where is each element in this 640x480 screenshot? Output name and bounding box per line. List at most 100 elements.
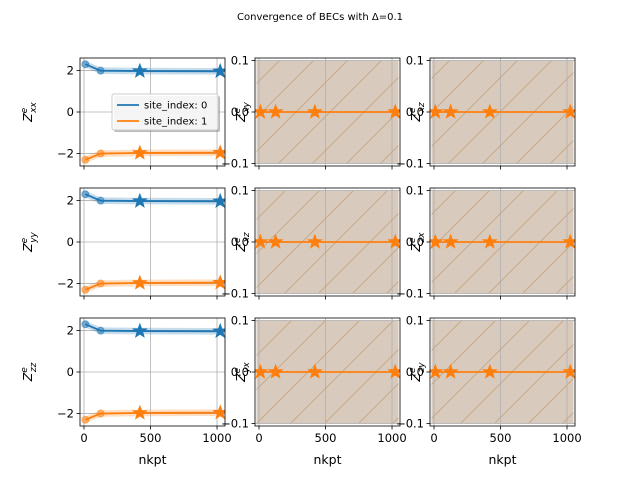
subplot: 0 500 1000 2 0 −2 Zezz nkpt xyxy=(20,317,232,467)
y-tick-label: 0.0 xyxy=(406,365,424,379)
y-tick-label: 0.0 xyxy=(406,105,424,119)
legend-label: site_index: 0 xyxy=(144,101,207,112)
y-tick-label: −2 xyxy=(57,407,74,421)
series-group xyxy=(255,233,400,249)
series-group xyxy=(430,103,575,119)
series-line xyxy=(84,151,221,161)
star-marker xyxy=(212,274,225,290)
uncertainty-band xyxy=(85,279,221,294)
y-axis-label: Zezz xyxy=(20,362,39,382)
star-marker xyxy=(131,404,148,420)
star-marker xyxy=(212,322,225,339)
point-marker xyxy=(81,285,90,294)
y-tick-label: 0.1 xyxy=(231,314,249,328)
uncertainty-band xyxy=(85,320,221,335)
series-line xyxy=(84,193,221,203)
star-marker xyxy=(562,233,575,249)
star-marker xyxy=(481,233,498,249)
star-marker xyxy=(131,192,148,208)
y-tick-label: −2 xyxy=(57,147,74,161)
star-marker xyxy=(387,363,400,379)
y-tick-label: 2 xyxy=(67,63,74,77)
y-tick-label: 2 xyxy=(67,323,74,337)
star-marker xyxy=(387,233,400,249)
y-axis-label: Zexz xyxy=(408,102,427,122)
x-tick-label: 1000 xyxy=(202,431,231,445)
subplot: 0.1 0.0 −0.1 Zexy xyxy=(221,54,401,170)
series-group xyxy=(255,363,400,379)
x-tick-label: 500 xyxy=(490,431,512,445)
y-tick-label: 0.0 xyxy=(231,235,249,249)
star-marker xyxy=(255,103,269,119)
star-marker xyxy=(267,103,284,119)
point-marker xyxy=(96,326,105,335)
point-marker xyxy=(81,415,90,424)
y-axis-label: Zezy xyxy=(408,362,427,383)
star-marker xyxy=(212,144,225,160)
y-tick-label: 0.0 xyxy=(231,365,249,379)
figure-title: Convergence of BECs with Δ=0.1 xyxy=(237,12,403,23)
legend-label: site_index: 1 xyxy=(144,117,207,128)
point-marker xyxy=(96,66,105,75)
y-tick-label: 0.1 xyxy=(231,54,249,68)
x-tick-label: 1000 xyxy=(377,431,406,445)
x-tick-label: 500 xyxy=(140,431,162,445)
y-tick-label: 0 xyxy=(67,235,74,249)
subplot: 0 500 1000 0.1 0.0 −0.1 Zezy nkpt xyxy=(396,314,582,467)
star-marker xyxy=(212,404,225,420)
star-marker xyxy=(306,103,323,119)
series-line xyxy=(84,281,221,291)
subplot: 0 500 1000 0.1 0.0 −0.1 Zeyx nkpt xyxy=(221,314,407,467)
star-marker xyxy=(442,233,459,249)
subplot-grid: 2 0 −2 Zexx site_index: 0 site_index: 1 0.1 0.0… xyxy=(20,54,582,467)
star-marker xyxy=(131,62,148,78)
y-axis-label: Zeyy xyxy=(20,231,39,252)
series-group xyxy=(430,363,575,379)
series-line xyxy=(84,323,221,333)
star-marker xyxy=(131,322,148,338)
y-tick-label: 0.1 xyxy=(231,184,249,198)
y-axis-label: Zezx xyxy=(408,232,427,253)
star-marker xyxy=(481,363,498,379)
series-group xyxy=(81,190,225,294)
series-line xyxy=(84,63,221,73)
y-tick-label: −2 xyxy=(57,277,74,291)
y-axis-label: Zeyx xyxy=(233,361,252,382)
star-marker xyxy=(267,233,284,249)
star-marker xyxy=(430,363,444,379)
series-group xyxy=(255,103,400,119)
star-marker xyxy=(267,363,284,379)
y-tick-label: −0.1 xyxy=(221,156,249,170)
y-tick-label: 2 xyxy=(67,193,74,207)
star-marker xyxy=(212,192,225,209)
uncertainty-band xyxy=(85,149,221,164)
series-group xyxy=(430,233,575,249)
x-tick-label: 500 xyxy=(315,431,337,445)
y-axis-label: Zexx xyxy=(20,101,39,122)
star-marker xyxy=(442,363,459,379)
x-tick-label: 0 xyxy=(430,431,437,445)
x-tick-label: 0 xyxy=(255,431,262,445)
point-marker xyxy=(96,409,105,418)
point-marker xyxy=(96,279,105,288)
subplot: 0.1 0.0 −0.1 Zezx xyxy=(396,184,576,300)
series-line xyxy=(84,411,221,421)
point-marker xyxy=(81,155,90,164)
star-marker xyxy=(255,363,269,379)
y-tick-label: 0.1 xyxy=(406,54,424,68)
y-tick-label: 0.0 xyxy=(231,105,249,119)
subplot: 0.1 0.0 −0.1 Zexz xyxy=(396,54,576,170)
y-axis-label: Zexy xyxy=(233,101,252,122)
star-marker xyxy=(442,103,459,119)
y-tick-label: −0.1 xyxy=(396,156,424,170)
star-marker xyxy=(255,233,269,249)
x-axis-label: nkpt xyxy=(489,452,517,467)
subplot: 2 0 −2 Zexx site_index: 0 site_index: 1 xyxy=(20,57,226,170)
star-marker xyxy=(562,363,575,379)
star-marker xyxy=(430,103,444,119)
star-marker xyxy=(306,363,323,379)
star-marker xyxy=(430,233,444,249)
x-tick-label: 1000 xyxy=(552,431,581,445)
star-marker xyxy=(212,62,225,79)
uncertainty-band xyxy=(85,190,221,205)
